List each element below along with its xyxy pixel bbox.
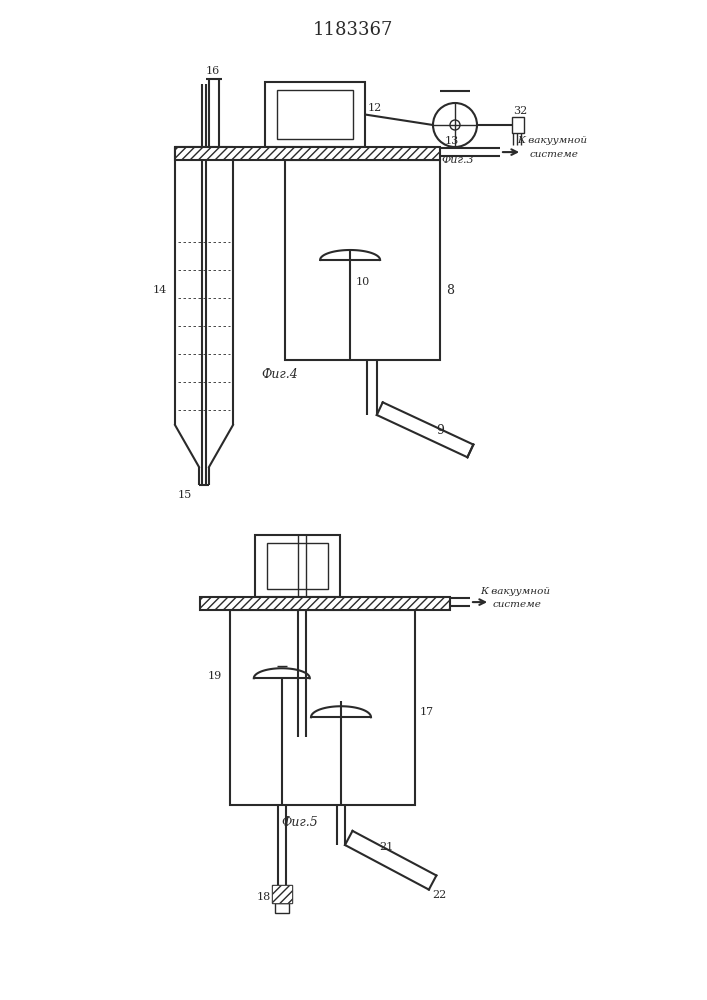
Bar (200, 597, 450, 610)
Text: 22: 22 (432, 890, 446, 900)
Bar (277, 90, 353, 139)
Bar (175, 147, 440, 160)
Text: системе: системе (530, 150, 579, 159)
Text: системе: системе (493, 600, 542, 609)
Bar (271, 885, 292, 903)
Text: 10: 10 (356, 277, 370, 287)
Text: К вакуумной: К вакуумной (517, 136, 587, 145)
Bar (230, 610, 415, 805)
Text: К вакуумной: К вакуумной (480, 587, 550, 596)
Text: Фиг.3: Фиг.3 (441, 155, 474, 165)
Text: 17: 17 (420, 707, 434, 717)
Text: 14: 14 (153, 285, 168, 295)
Text: 1183367: 1183367 (312, 21, 393, 39)
Text: 9: 9 (436, 424, 444, 437)
Text: 16: 16 (206, 66, 221, 76)
Bar (265, 82, 365, 147)
Bar (512, 117, 524, 133)
Bar (255, 535, 340, 597)
Text: 32: 32 (513, 106, 527, 116)
Text: 18: 18 (257, 892, 271, 902)
Text: 21: 21 (380, 842, 394, 852)
Bar (271, 885, 292, 903)
Text: 15: 15 (178, 490, 192, 500)
Bar (275, 903, 288, 913)
Text: 8: 8 (446, 284, 454, 296)
Text: 13: 13 (445, 136, 460, 146)
Text: 12: 12 (368, 103, 382, 113)
Bar (285, 160, 440, 360)
Bar (267, 543, 328, 589)
Text: Фиг.4: Фиг.4 (262, 368, 298, 381)
Text: 19: 19 (208, 671, 222, 681)
Text: Фиг.5: Фиг.5 (281, 816, 318, 828)
